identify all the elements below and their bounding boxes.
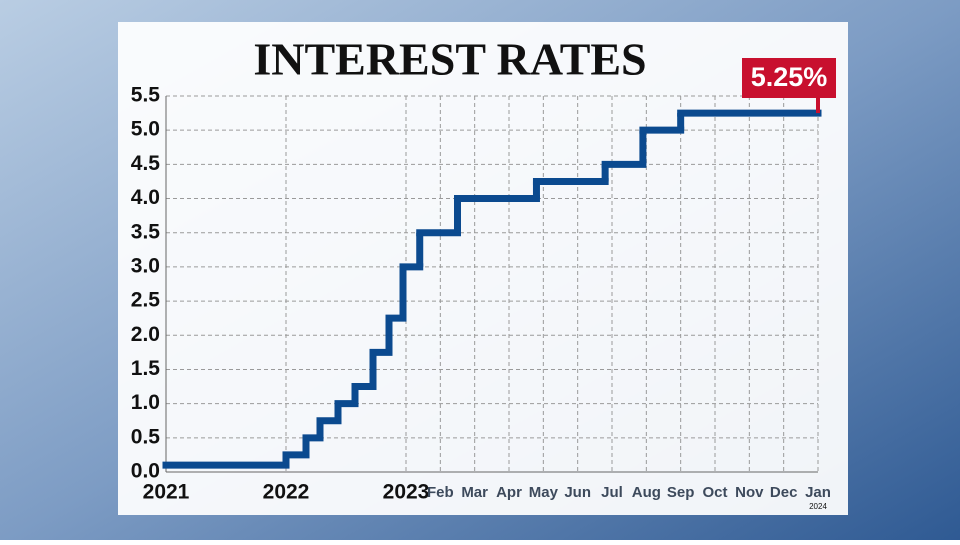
y-tick-label: 1.5 <box>131 357 161 380</box>
y-tick-label: 3.0 <box>131 254 160 277</box>
x-tick-label: Sep <box>667 484 695 501</box>
x-tick-label: Nov <box>735 484 764 501</box>
y-tick-label: 4.5 <box>131 152 161 175</box>
x-tick-label: 2022 <box>263 481 310 504</box>
x-tick-label: Mar <box>461 484 488 501</box>
x-tick-label: 2023 <box>383 481 430 504</box>
panel <box>118 22 848 515</box>
y-tick-label: 3.5 <box>131 220 161 243</box>
x-tick-label: Aug <box>632 484 661 501</box>
y-tick-label: 0.5 <box>131 425 161 448</box>
x-tick-label: Apr <box>496 484 522 501</box>
x-tick-label: Jan <box>805 484 831 501</box>
annotation-box <box>742 58 836 98</box>
chart-title: INTEREST RATES <box>253 34 646 85</box>
x-tick-label: Dec <box>770 484 798 501</box>
y-tick-label: 2.0 <box>131 323 160 346</box>
x-tick-label: Feb <box>427 484 454 501</box>
x-tick-label: 2021 <box>143 481 190 504</box>
y-tick-label: 1.0 <box>131 391 160 414</box>
y-tick-label: 4.0 <box>131 186 160 209</box>
y-tick-label: 0.0 <box>131 460 160 483</box>
x-tick-label: Oct <box>702 484 727 501</box>
x-tick-sublabel: 2024 <box>809 502 827 511</box>
y-tick-label: 5.5 <box>131 84 161 107</box>
y-tick-label: 5.0 <box>131 118 160 141</box>
x-tick-label: Jun <box>564 484 591 501</box>
y-tick-label: 2.5 <box>131 289 161 312</box>
x-tick-label: Jul <box>601 484 623 501</box>
x-tick-label: May <box>529 484 559 501</box>
annotation-text: 5.25% <box>751 62 828 92</box>
